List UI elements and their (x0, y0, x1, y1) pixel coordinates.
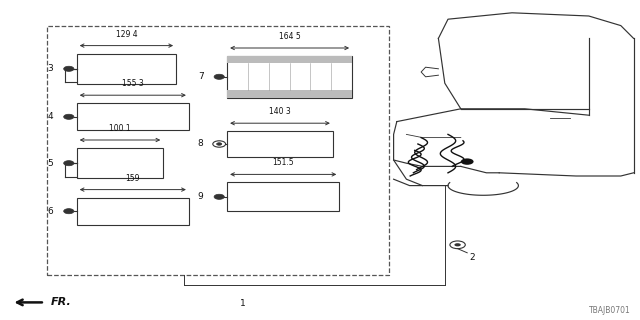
Circle shape (64, 209, 74, 214)
Bar (227, 90, 352, 98)
Bar (47, 26, 389, 275)
Text: 6: 6 (47, 207, 53, 216)
Circle shape (64, 114, 74, 119)
Bar (227, 182, 339, 211)
Text: 155 3: 155 3 (122, 79, 143, 88)
Bar (77, 53, 176, 84)
Text: 3: 3 (47, 64, 53, 73)
Text: 5: 5 (47, 159, 53, 168)
Text: 1: 1 (241, 300, 246, 308)
Text: 159: 159 (125, 173, 140, 182)
Circle shape (216, 143, 222, 145)
Circle shape (461, 158, 474, 165)
Bar (77, 103, 189, 130)
Text: 151.5: 151.5 (273, 158, 294, 167)
Text: 140 3: 140 3 (269, 107, 291, 116)
Text: 164 5: 164 5 (279, 32, 300, 41)
Bar (227, 131, 333, 157)
Circle shape (214, 194, 225, 199)
Circle shape (64, 161, 74, 166)
Text: 2: 2 (469, 253, 475, 262)
Circle shape (454, 243, 461, 246)
Bar (227, 56, 352, 98)
Text: 129 4: 129 4 (116, 29, 137, 38)
Text: TBAJB0701: TBAJB0701 (589, 306, 630, 315)
Text: FR.: FR. (51, 297, 72, 308)
Text: 8: 8 (198, 140, 204, 148)
Text: 9: 9 (198, 192, 204, 201)
Text: 100 1: 100 1 (109, 124, 131, 133)
Text: 7: 7 (198, 72, 204, 81)
Circle shape (64, 66, 74, 71)
Bar (77, 148, 163, 179)
Bar (227, 56, 352, 63)
Bar (77, 197, 189, 225)
Text: 4: 4 (47, 112, 53, 121)
Circle shape (214, 74, 225, 79)
